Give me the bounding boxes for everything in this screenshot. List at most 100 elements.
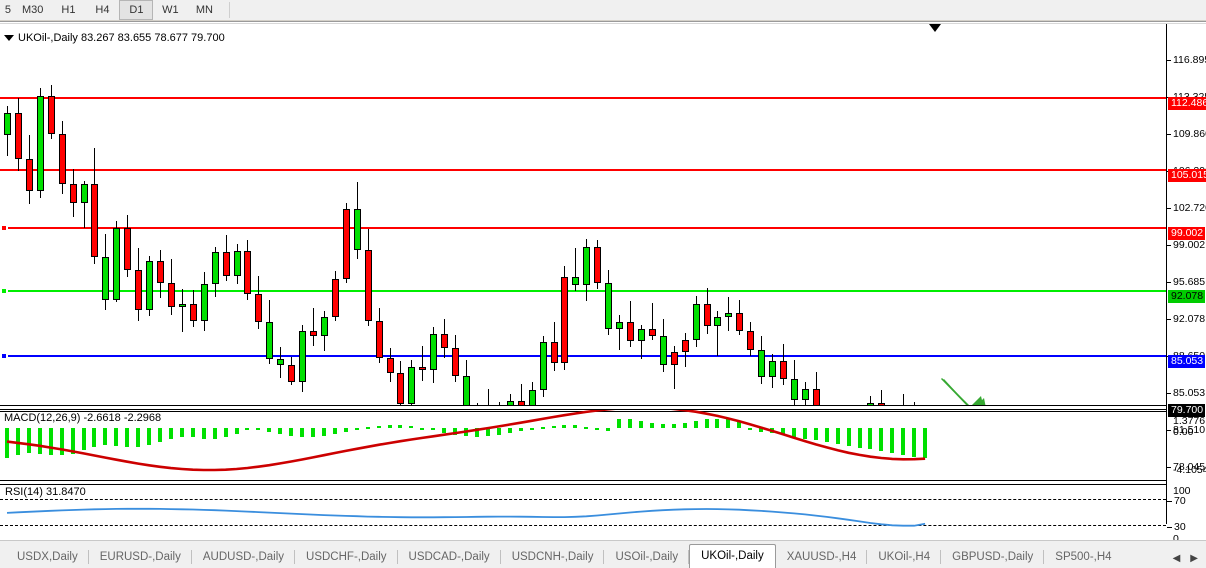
candle [266,24,274,405]
candle [681,24,689,405]
macd-tick--4.1054: -4.1054 [1173,464,1206,476]
candle-wick [903,393,905,405]
chart-tab-sp500-h4[interactable]: SP500-,H4 [1044,546,1122,568]
candle [506,24,514,405]
candle-body [222,251,230,276]
level-line-85.053[interactable] [0,352,1166,360]
candle-body [14,112,22,160]
macd-histogram-bar [496,428,501,436]
price-tick-92.078: 92.078 [1167,313,1206,325]
chart-tab-usdx-daily[interactable]: USDX,Daily [6,546,89,568]
candle-wick [717,311,719,356]
tab-scroll-controls[interactable]: ◀ ▶ [1169,553,1206,568]
chart-tab-audusd-daily[interactable]: AUDUSD-,Daily [192,546,296,568]
candle-body [47,96,55,135]
timeframe-button-mn[interactable]: MN [195,4,213,16]
chart-tab-usdcad-daily[interactable]: USDCAD-,Daily [398,546,501,568]
macd-histogram-bar [737,420,742,428]
macd-histogram-bar [431,428,436,431]
candle-body [561,276,569,363]
level-line-handle[interactable] [0,352,8,360]
macd-histogram-bar [606,428,611,431]
chart-tab-eurusd-daily[interactable]: EURUSD-,Daily [89,546,192,568]
level-line-105.015[interactable] [0,169,1166,171]
level-line-99.002[interactable] [0,224,1166,232]
macd-histogram-bar [343,428,348,432]
macd-histogram-bar [901,428,906,455]
level-line-112.486[interactable] [0,97,1166,99]
chart-area[interactable]: UKOil-,Daily 83.267 83.655 78.677 79.700… [0,21,1206,554]
candle-wick [509,393,511,405]
candle-body [124,228,132,270]
candle-body [670,351,678,366]
macd-histogram-bar [715,418,720,428]
candle-body [430,334,438,370]
candle [331,24,339,405]
macd-histogram-bar [81,428,86,451]
level-line-handle[interactable] [0,287,8,295]
candle-body [605,282,613,330]
candle [922,24,929,405]
macd-tick-1.3776: 1.3776 [1173,415,1206,427]
collapse-triangle-icon[interactable] [4,35,14,42]
tab-scroll-left-icon[interactable]: ◀ [1172,553,1181,564]
macd-histogram-bar [168,428,173,439]
timeframe-button-d1[interactable]: D1 [119,0,154,20]
candle [58,24,66,405]
timeframe-button-w1[interactable]: W1 [162,4,179,16]
candle-wick [881,390,883,405]
candle [747,24,755,405]
chart-tab-usdchf-daily[interactable]: USDCHF-,Daily [295,546,398,568]
candle [157,24,165,405]
tab-separator [87,550,89,564]
macd-histogram-bar [256,428,261,430]
price-axis[interactable]: 116.895113.325109.860106.290102.72099.00… [1166,24,1206,545]
chart-tab-usdcnh-daily[interactable]: USDCNH-,Daily [501,546,605,568]
candle-body [659,336,667,366]
tab-separator [499,550,501,564]
macd-histogram-bar [26,428,31,454]
candle-body [725,312,733,318]
candle-body [58,134,66,185]
macd-histogram-bar [48,428,53,456]
level-line-handle[interactable] [0,224,8,232]
timeframe-button-h1[interactable]: H1 [61,4,76,16]
timeframe-button-5[interactable]: 5 [4,4,11,16]
rsi-pane[interactable]: RSI(14) 31.8470 [0,484,1166,538]
macd-histogram-bar [693,421,698,428]
chart-tab-xauusd-h4[interactable]: XAUUSD-,H4 [776,546,868,568]
chart-tab-ukoil-h4[interactable]: UKOil-,H4 [867,546,942,568]
candle-wick [476,403,478,405]
candle [222,24,230,405]
level-line-92.078[interactable] [0,287,1166,295]
candle-body [692,304,700,341]
candle [419,24,427,405]
macd-histogram-bar [114,428,119,446]
candle-body [353,209,361,250]
down-right-green-arrow-icon[interactable] [940,376,1000,406]
candle-body [550,342,558,363]
candle-body [113,228,121,300]
candle-body [506,400,514,405]
chart-tabs[interactable]: USDX,Daily EURUSD-,Daily AUDUSD-,Daily USDC… [0,540,1206,568]
candle [244,24,252,405]
chart-tab-usoil-daily[interactable]: USOil-,Daily [604,546,690,568]
tab-scroll-right-icon[interactable]: ▶ [1190,553,1198,564]
macd-histogram-bar [190,428,195,438]
candle [736,24,744,405]
candle [233,24,241,405]
chart-tab-ukoil-daily[interactable]: UKOil-,Daily [689,544,776,568]
macd-pane[interactable]: MACD(12,26,9) -2.6618 -2.2968 [0,409,1166,481]
macd-histogram-bar [453,428,458,435]
candle-body [539,342,547,391]
candle-wick [619,315,621,350]
chart-tab-gbpusd-daily[interactable]: GBPUSD-,Daily [941,546,1045,568]
candle [627,24,634,405]
timeframe-button-m30[interactable]: M30 [22,4,44,16]
candle [91,24,99,405]
candle-body [812,388,820,405]
price-pane[interactable]: UKOil-,Daily 83.267 83.655 78.677 79.700 [0,24,1166,406]
timeframe-button-h4[interactable]: H4 [95,4,110,16]
candle-wick [487,388,489,405]
macd-histogram-bar [551,425,556,428]
